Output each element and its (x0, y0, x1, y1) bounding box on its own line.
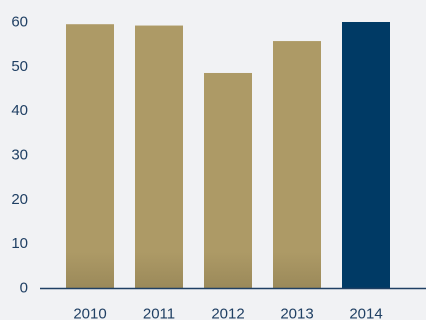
x-axis-tick-labels: 2010 2011 2012 2013 2014 (73, 306, 382, 323)
bars-group (66, 22, 390, 289)
bar-2013 (273, 41, 321, 289)
bar-shade-2013 (273, 252, 321, 288)
y-tick-label: 20 (11, 191, 28, 208)
x-tick-label-2012: 2012 (211, 306, 244, 321)
x-tick-label-2010: 2010 (73, 306, 106, 321)
bar-2010 (66, 24, 114, 288)
bar-shade-2011 (135, 252, 183, 288)
y-tick-label: 50 (11, 58, 28, 75)
bar-2011 (135, 25, 183, 289)
bar-shade-2012 (204, 252, 252, 288)
x-tick-label-2014: 2014 (349, 306, 382, 321)
x-tick-label-2011: 2011 (143, 306, 175, 321)
y-tick-label: 30 (11, 147, 28, 164)
y-tick-label: 10 (11, 235, 28, 252)
bar-2014 (342, 22, 390, 288)
x-tick-label-2013: 2013 (280, 306, 313, 321)
bar-shade-2010 (66, 252, 114, 288)
y-tick-label: 60 (11, 14, 28, 31)
y-tick-label: 0 (20, 280, 28, 297)
y-tick-label: 40 (11, 102, 28, 119)
y-axis-tick-labels: 0 10 20 30 40 50 60 (11, 14, 28, 297)
